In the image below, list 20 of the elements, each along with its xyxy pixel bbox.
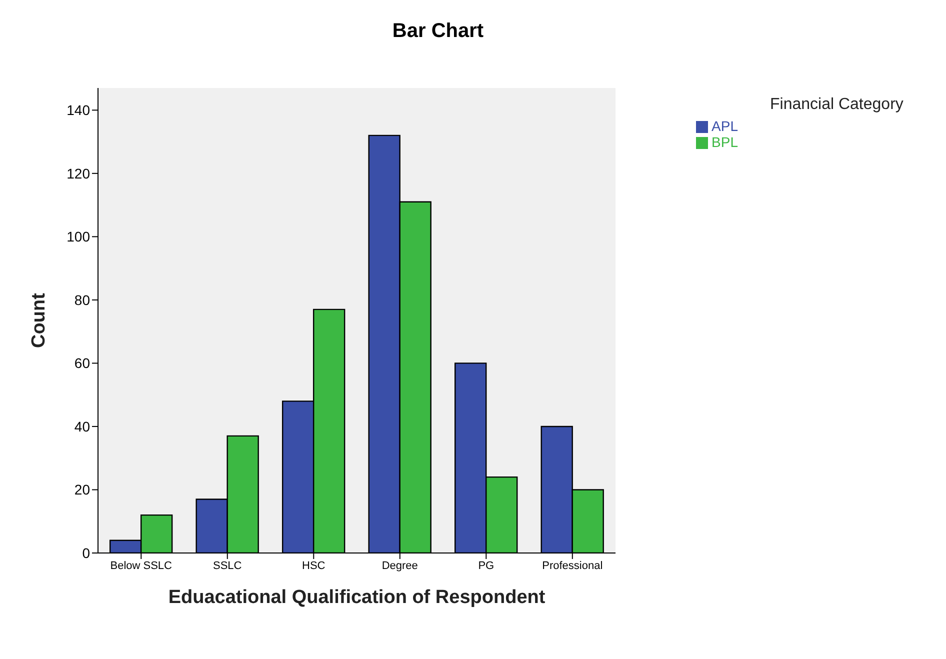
y-tick-label: 40 <box>74 418 90 434</box>
legend-label: BPL <box>712 134 738 150</box>
y-tick-label: 20 <box>74 482 90 498</box>
y-tick-label: 60 <box>74 355 90 372</box>
y-tick-label: 120 <box>66 165 90 182</box>
y-tick-label: 140 <box>66 102 90 118</box>
x-tick-label: Professional <box>542 560 603 572</box>
x-tick-label: Degree <box>382 560 418 572</box>
legend-title: Financial Category <box>770 96 904 114</box>
x-tick-label: PG <box>478 560 494 572</box>
chart-title: Bar Chart <box>391 20 485 43</box>
x-tick-label: SSLC <box>213 560 242 572</box>
y-tick-label: 0 <box>82 544 90 561</box>
y-tick-label: 100 <box>66 228 90 245</box>
x-tick-label: HSC <box>302 560 326 572</box>
x-tick-label: Below SSLC <box>110 560 172 572</box>
x-axis-title: Eduacational Qualification of Respondent <box>168 587 546 608</box>
y-tick-label: 80 <box>74 292 90 308</box>
y-axis-title: Count <box>28 292 50 348</box>
legend-label: APL <box>712 118 738 134</box>
